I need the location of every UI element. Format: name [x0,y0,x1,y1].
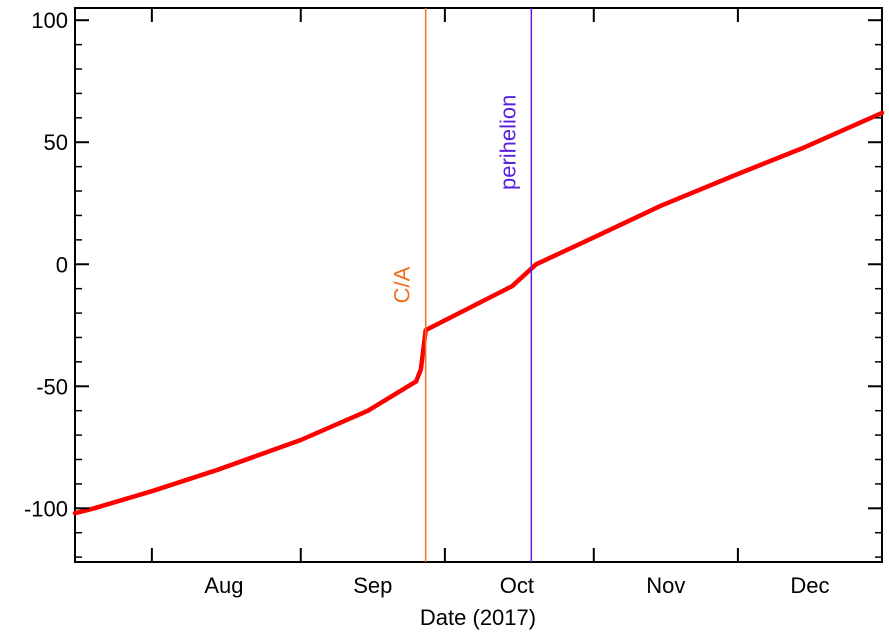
series-line [72,110,885,516]
y-tick-label: -50 [36,374,68,399]
x-tick-label: Dec [790,573,829,598]
x-tick-label: Sep [353,573,392,598]
x-axis-title: Date (2017) [420,605,536,630]
y-tick-label: 100 [31,8,68,33]
y-tick-label: 50 [44,130,68,155]
y-tick-label: -100 [24,496,68,521]
x-tick-label: Nov [646,573,685,598]
x-tick-label: Oct [500,573,534,598]
annotation-label: C/A [390,266,415,303]
annotation-label: perihelion [495,95,520,190]
x-tick-label: Aug [204,573,243,598]
plot-frame [74,7,883,563]
y-tick-label: 0 [56,252,68,277]
